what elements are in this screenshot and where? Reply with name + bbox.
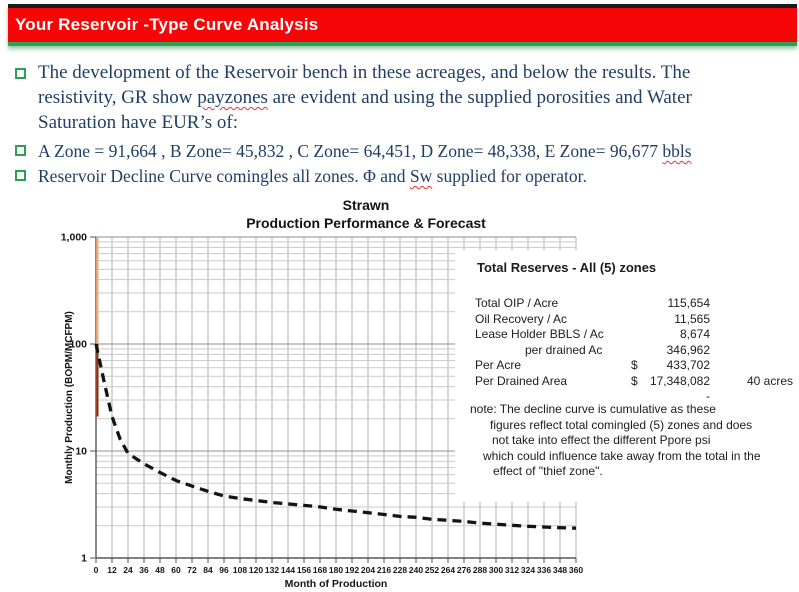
x-tick-label: 228 xyxy=(393,565,407,575)
x-tick-label: 0 xyxy=(94,565,99,575)
reserves-dash: - xyxy=(706,389,710,403)
reserves-row-label: Per Drained Area xyxy=(475,373,568,388)
x-tick-label: 252 xyxy=(425,565,439,575)
x-tick-label: 168 xyxy=(313,565,327,575)
bullet-segment: are evident and using the supplied poros… xyxy=(38,87,692,133)
reserves-row: Per Acre $433,702 xyxy=(455,358,799,373)
bullet-text: Reservoir Decline Curve comingles all zo… xyxy=(38,164,799,189)
bullet-segment: supplied for operator. xyxy=(432,166,587,186)
x-axis-title: Month of Production xyxy=(285,578,388,590)
misspelled-word: bbls xyxy=(662,141,692,161)
bullet-square-icon xyxy=(15,145,26,156)
x-tick-label: 180 xyxy=(329,565,343,575)
x-tick-label: 264 xyxy=(441,565,455,575)
x-tick-label: 84 xyxy=(203,565,213,575)
y-tick-label: 1 xyxy=(81,553,87,565)
x-tick-label: 132 xyxy=(265,565,279,575)
reserves-row-suffix: 40 acres xyxy=(747,373,794,388)
note-line: not take into effect the different Ppore… xyxy=(492,433,711,447)
x-tick-label: 300 xyxy=(489,565,503,575)
y-tick-label: 10 xyxy=(75,446,87,458)
chart-title: Strawn xyxy=(342,197,390,213)
reserves-row-label: Oil Recovery / Ac xyxy=(475,311,568,326)
x-tick-label: 336 xyxy=(537,565,551,575)
x-tick-label: 96 xyxy=(219,565,229,575)
bullet-text: A Zone = 91,664 , B Zone= 45,832 , C Zon… xyxy=(38,139,799,164)
note-line: note: The decline curve is cumulative as… xyxy=(470,402,716,416)
bullet-square-icon xyxy=(15,170,26,181)
chart-title-block: Strawn Production Performance & Forecast xyxy=(96,196,636,232)
reserves-row-label: Per Acre xyxy=(475,358,522,372)
bullet-segment: A Zone = 91,664 , B Zone= 45,832 , C Zon… xyxy=(38,141,663,161)
x-tick-label: 216 xyxy=(377,565,391,575)
x-tick-label: 48 xyxy=(155,565,165,575)
x-tick-label: 24 xyxy=(123,565,133,575)
bullet-segment: The development of the Reservoir bench i… xyxy=(38,62,691,108)
x-tick-label: 204 xyxy=(361,565,375,575)
misspelled-word: payzones xyxy=(197,87,268,108)
reserves-row-value: 115,654 xyxy=(667,296,711,310)
x-tick-label: 192 xyxy=(345,565,359,575)
reserves-row-label: per drained Ac xyxy=(525,342,603,357)
x-tick-label: 240 xyxy=(409,565,423,575)
x-tick-label: 312 xyxy=(505,565,519,575)
x-tick-label: 156 xyxy=(297,565,311,575)
title-banner: Your Reservoir -Type Curve Analysis xyxy=(8,4,797,46)
reserves-row-value: 433,702 xyxy=(666,358,710,372)
y-tick-label: 1,000 xyxy=(61,232,87,244)
bullet-text: The development of the Reservoir bench i… xyxy=(38,60,799,135)
note-line: which could influence take away from the… xyxy=(483,448,761,463)
x-tick-label: 276 xyxy=(457,565,471,575)
x-tick-label: 60 xyxy=(171,565,181,575)
x-tick-label: 36 xyxy=(139,565,149,575)
note-line: effect of "thief zone". xyxy=(493,464,603,478)
reserves-row-value: 11,565 xyxy=(674,311,710,326)
reserves-row-label: Total OIP / Acre xyxy=(475,296,559,310)
x-tick-label: 72 xyxy=(187,565,197,575)
note-line: figures reflect total comingled (5) zone… xyxy=(490,417,753,432)
currency-sign: $ xyxy=(631,373,638,388)
reserves-row: Total OIP / Acre 115,654 xyxy=(455,296,799,311)
reserves-row: Lease Holder BBLS / Ac 8,674 xyxy=(455,327,799,342)
reserves-row: Per Drained Area $17,348,082 40 acres xyxy=(455,374,799,389)
x-tick-label: 360 xyxy=(569,565,583,575)
decline-forecast xyxy=(94,343,577,530)
y-tick-label: 100 xyxy=(69,339,87,351)
x-tick-label: 108 xyxy=(233,565,247,575)
reserves-title: Total Reserves - All (5) zones xyxy=(477,260,657,275)
x-tick-label: 324 xyxy=(521,565,535,575)
reserves-row: Oil Recovery / Ac 11,565 xyxy=(455,312,799,327)
bullet-segment: Reservoir Decline Curve comingles all zo… xyxy=(38,166,410,186)
reserves-row: per drained Ac 346,962 xyxy=(455,343,799,358)
x-tick-label: 288 xyxy=(473,565,487,575)
bullet-square-icon xyxy=(15,68,26,79)
y-axis-title: Monthly Production (BOPM/MCFPM) xyxy=(64,311,75,484)
reserves-infobox: Total Reserves - All (5) zones Total OIP… xyxy=(455,250,799,502)
reserves-row-value: 346,962 xyxy=(666,342,710,357)
x-tick-label: 12 xyxy=(107,565,117,575)
x-tick-label: 348 xyxy=(553,565,567,575)
page-title: Your Reservoir -Type Curve Analysis xyxy=(15,15,319,34)
misspelled-word: Sw xyxy=(409,166,433,186)
reserves-row-value: 8,674 xyxy=(679,327,710,341)
x-tick-label: 120 xyxy=(249,565,263,575)
chart-subtitle: Production Performance & Forecast xyxy=(246,215,486,231)
currency-sign: $ xyxy=(631,358,638,372)
reserves-row-label: Lease Holder BBLS / Ac xyxy=(475,327,604,341)
reserves-row-value: 17,348,082 xyxy=(649,373,710,388)
x-tick-label: 144 xyxy=(281,565,295,575)
